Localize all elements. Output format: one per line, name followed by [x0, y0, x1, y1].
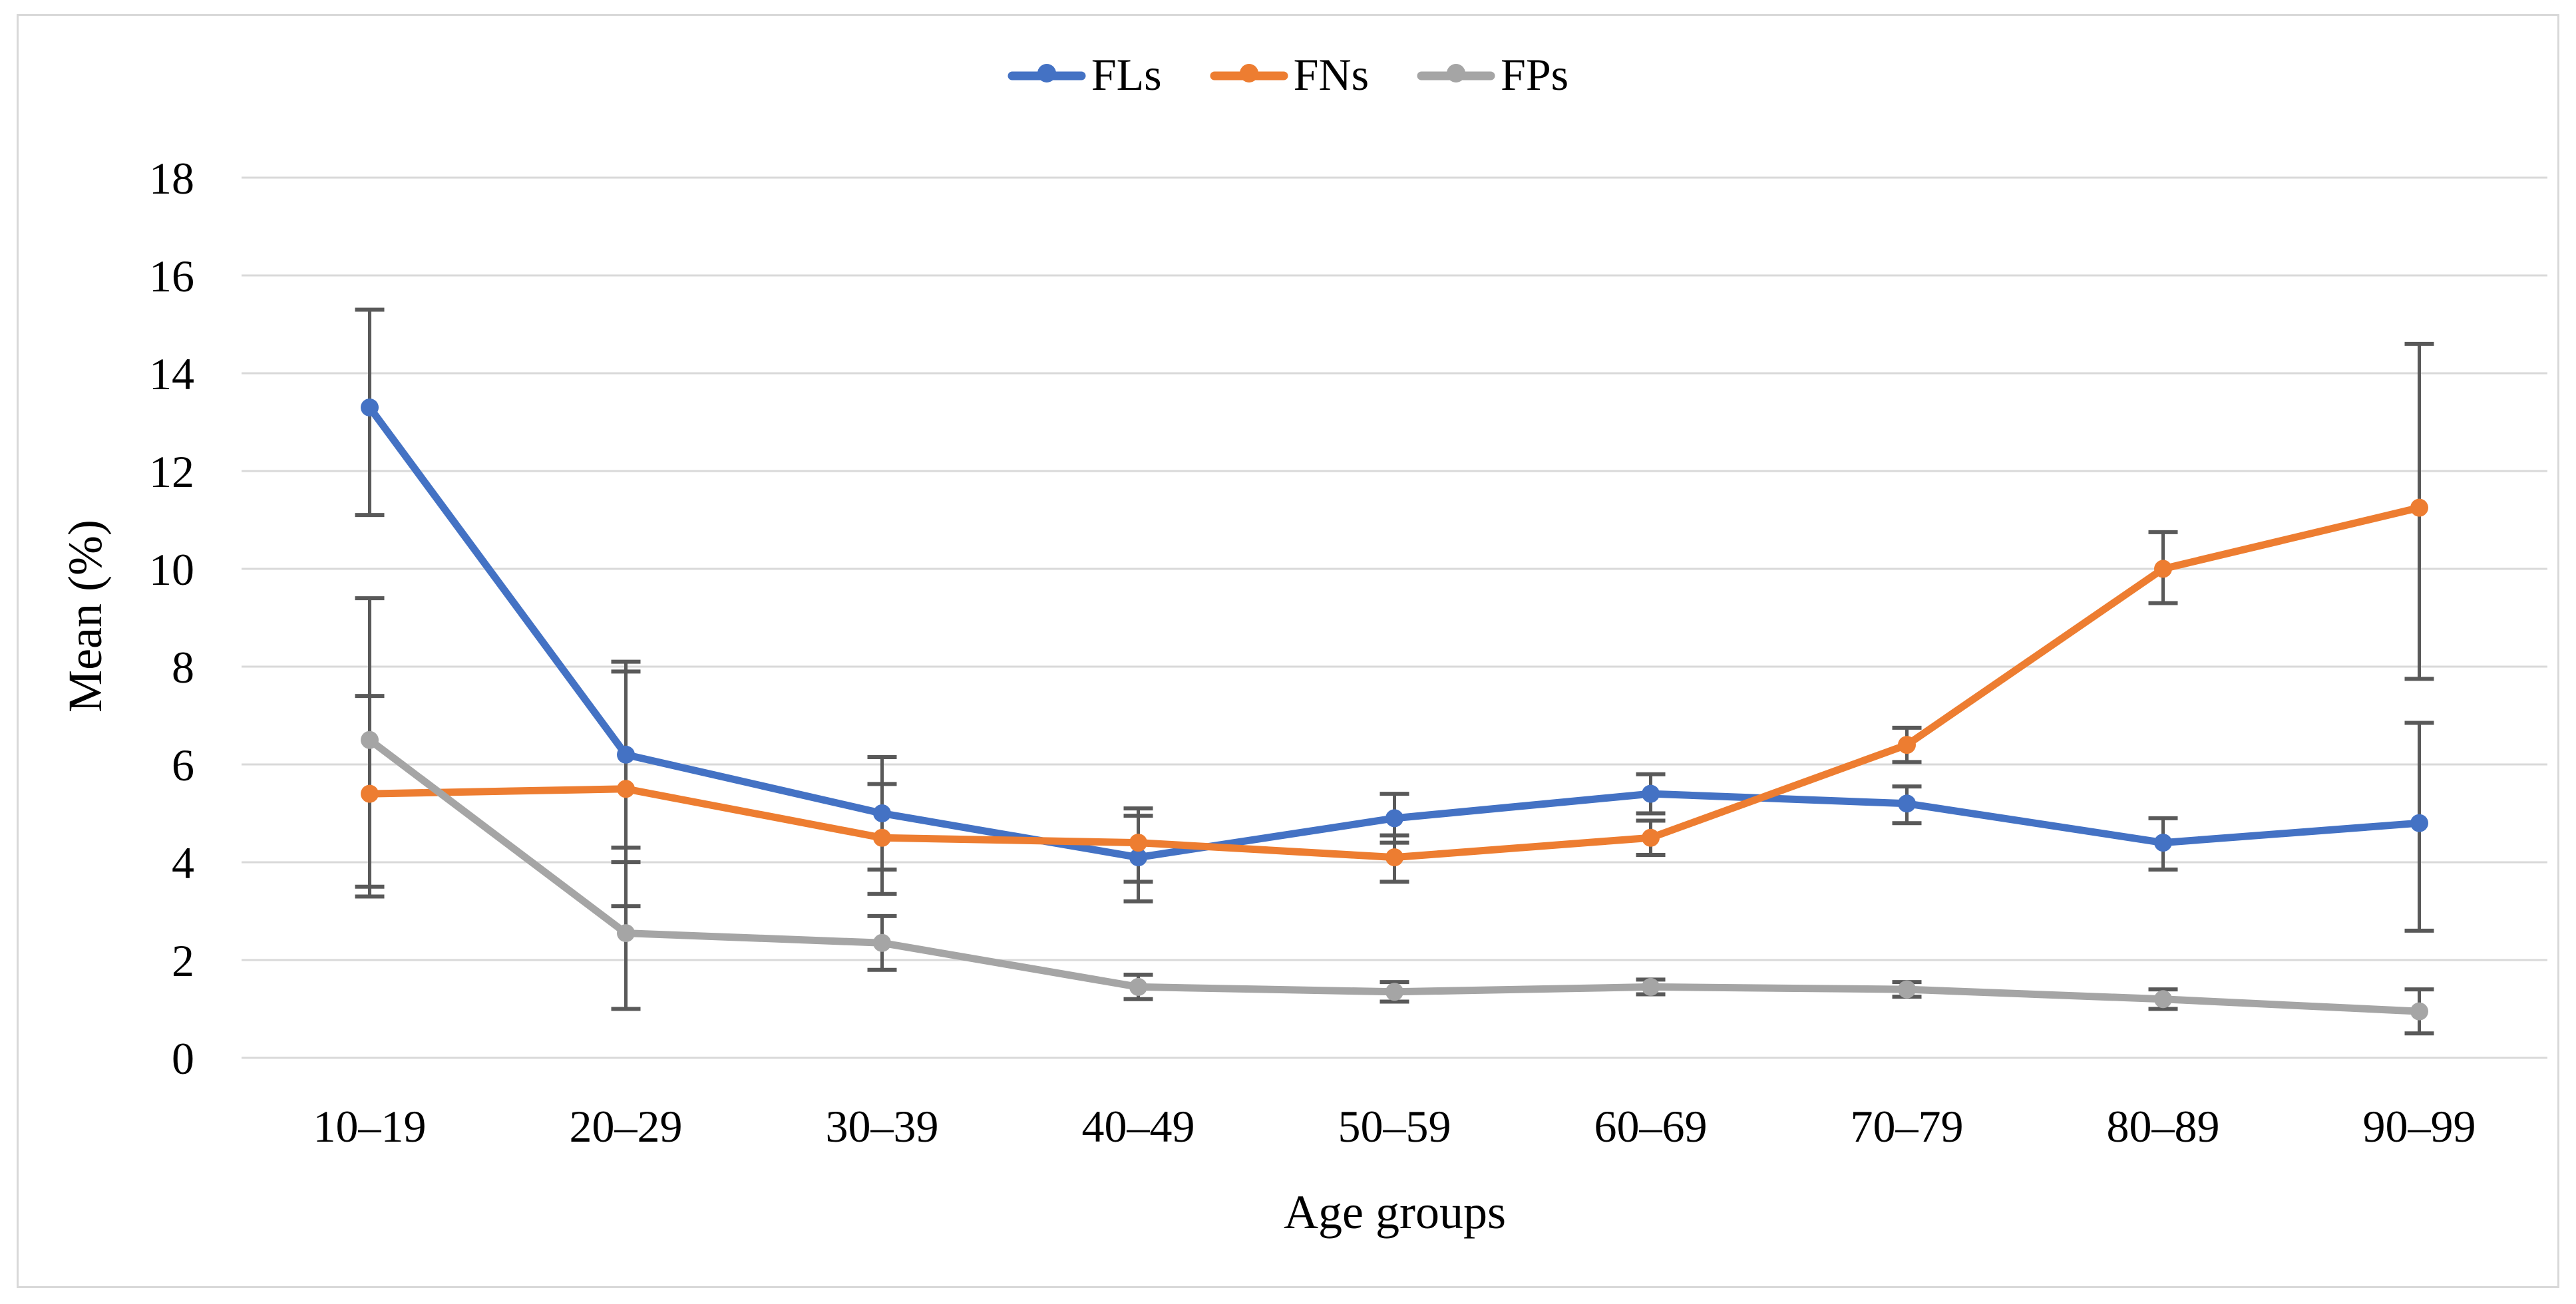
data-point-marker	[617, 780, 635, 798]
legend: FLs FNs FPs	[0, 52, 2576, 97]
x-axis-tick-labels: 10–19 20–29 30–39 40–49 50–59 60–69 70–79 80–89…	[313, 1101, 2476, 1152]
x-tick-label: 80–89	[2107, 1101, 2220, 1152]
y-tick-label: 16	[149, 251, 194, 301]
y-tick-label: 2	[172, 935, 194, 986]
data-point-marker	[1129, 834, 1147, 852]
y-tick-label: 0	[172, 1033, 194, 1084]
data-point-marker	[1129, 977, 1147, 996]
data-point-marker	[361, 398, 379, 416]
x-tick-label: 50–59	[1338, 1101, 1451, 1152]
data-point-marker	[2154, 834, 2172, 852]
y-tick-label: 10	[149, 544, 194, 595]
series-lines-and-markers	[361, 398, 2428, 1021]
x-tick-label: 10–19	[313, 1101, 427, 1152]
data-point-marker	[2410, 1002, 2428, 1021]
x-tick-label: 20–29	[570, 1101, 683, 1152]
legend-item-fls: FLs	[1008, 52, 1162, 97]
y-axis-tick-labels: 0 2 4 6 8 10 12 14 16 18	[149, 153, 194, 1084]
legend-item-fns: FNs	[1210, 52, 1369, 97]
data-point-marker	[1385, 848, 1403, 867]
series-line-fls	[366, 403, 2423, 862]
gridlines	[242, 176, 2547, 1059]
y-tick-label: 12	[149, 446, 194, 497]
x-tick-label: 90–99	[2363, 1101, 2476, 1152]
data-point-marker	[1898, 736, 1916, 754]
data-point-marker	[873, 933, 891, 952]
y-tick-label: 6	[172, 740, 194, 790]
line-dot-marker-icon	[1417, 64, 1495, 82]
line-dot-marker-icon	[1210, 64, 1288, 82]
data-point-marker	[1385, 983, 1403, 1001]
x-tick-label: 70–79	[1851, 1101, 1964, 1152]
data-point-marker	[1642, 828, 1660, 847]
x-axis-title: Age groups	[1284, 1186, 1506, 1239]
data-point-marker	[2410, 814, 2428, 832]
x-tick-label: 30–39	[826, 1101, 939, 1152]
legend-label: FPs	[1501, 49, 1569, 100]
data-point-marker	[1129, 848, 1147, 867]
legend-item-fps: FPs	[1417, 52, 1568, 97]
error-bars	[355, 307, 2434, 1036]
data-point-marker	[1898, 794, 1916, 813]
y-tick-label: 4	[172, 838, 194, 888]
y-tick-label: 14	[149, 349, 194, 399]
data-point-marker	[2410, 498, 2428, 517]
data-point-marker	[617, 924, 635, 943]
data-point-marker	[361, 784, 379, 803]
data-point-marker	[873, 804, 891, 822]
data-point-marker	[361, 731, 379, 749]
y-tick-label: 18	[149, 153, 194, 204]
legend-label: FNs	[1293, 49, 1370, 100]
data-point-marker	[1898, 980, 1916, 999]
y-tick-label: 8	[172, 642, 194, 693]
y-axis-title: Mean (%)	[59, 520, 112, 713]
x-tick-label: 60–69	[1594, 1101, 1708, 1152]
data-point-marker	[1642, 784, 1660, 803]
data-point-marker	[873, 828, 891, 847]
legend-label: FLs	[1091, 49, 1162, 100]
data-point-marker	[2154, 990, 2172, 1009]
data-point-marker	[2154, 560, 2172, 578]
x-tick-label: 40–49	[1082, 1101, 1195, 1152]
data-point-marker	[617, 745, 635, 764]
data-point-marker	[1385, 809, 1403, 828]
line-dot-marker-icon	[1008, 64, 1086, 82]
figure-border	[17, 14, 2559, 1288]
data-point-marker	[1642, 977, 1660, 996]
